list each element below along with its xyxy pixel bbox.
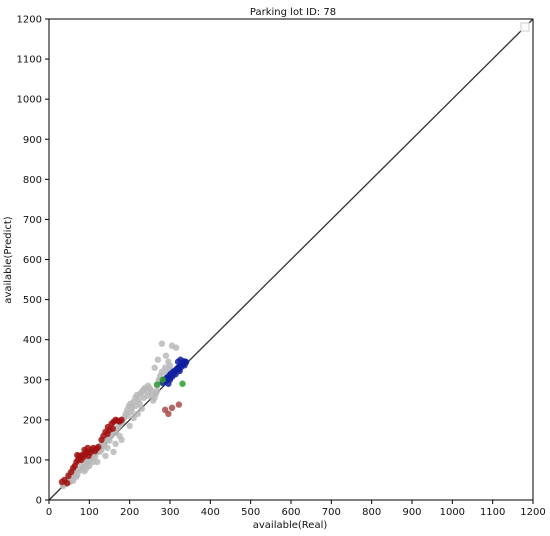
chart-title: Parking lot ID: 78 (250, 7, 336, 18)
data-point (166, 362, 174, 369)
y-tick-label: 500 (23, 295, 42, 306)
y-tick-label: 900 (23, 135, 42, 146)
data-point (175, 401, 183, 408)
data-point (154, 356, 162, 363)
data-point (159, 376, 166, 383)
y-tick-label: 200 (23, 415, 42, 426)
data-point (176, 367, 183, 375)
x-tick-label: 400 (201, 507, 220, 518)
x-tick-label: 900 (402, 507, 421, 518)
data-point (78, 456, 85, 464)
x-tick-label: 700 (322, 507, 341, 518)
x-tick-label: 500 (241, 507, 260, 518)
data-point (144, 392, 152, 399)
data-point (148, 387, 156, 395)
y-tick-label: 1200 (17, 15, 42, 26)
x-tick-label: 1200 (520, 507, 545, 518)
data-point (95, 443, 102, 451)
x-axis-label: available(Real) (253, 520, 328, 531)
data-point (116, 432, 123, 440)
data-point (165, 410, 172, 418)
y-tick-label: 1000 (17, 95, 42, 106)
x-tick-label: 300 (160, 507, 179, 518)
legend-marker (520, 22, 530, 32)
x-tick-label: 1100 (480, 507, 505, 518)
data-point (128, 408, 135, 416)
data-point (109, 425, 116, 432)
y-tick-label: 100 (23, 455, 42, 466)
data-point (136, 400, 143, 407)
data-point (118, 416, 125, 424)
data-point (168, 404, 176, 412)
data-point (63, 479, 71, 487)
data-point (162, 352, 170, 359)
data-point (124, 412, 131, 420)
data-point (126, 422, 133, 430)
data-point (74, 451, 81, 459)
data-point (165, 380, 172, 387)
data-point (151, 364, 158, 371)
data-point (106, 437, 113, 444)
data-point (161, 364, 169, 371)
y-tick-label: 600 (23, 255, 42, 266)
x-tick-label: 0 (46, 507, 52, 518)
data-point (153, 381, 161, 388)
data-point (110, 448, 117, 456)
y-tick-label: 400 (23, 335, 42, 346)
identity-line (48, 18, 534, 501)
data-point (130, 414, 137, 422)
data-point (73, 473, 80, 480)
data-point (104, 444, 111, 452)
y-tick-label: 300 (23, 375, 42, 386)
x-tick-label: 600 (281, 507, 300, 518)
data-point (138, 405, 145, 412)
data-point (90, 458, 97, 466)
data-point (84, 444, 91, 452)
data-point (112, 440, 119, 448)
data-point (179, 380, 186, 387)
y-tick-label: 800 (23, 175, 42, 186)
y-tick-label: 1100 (17, 55, 42, 66)
data-point (104, 423, 112, 431)
y-axis-label: available(Predict) (3, 216, 14, 303)
x-tick-label: 1000 (440, 507, 465, 518)
y-tick-label: 0 (36, 496, 42, 507)
data-point (182, 358, 190, 366)
x-tick-label: 800 (362, 507, 381, 518)
x-tick-label: 100 (80, 507, 99, 518)
data-point (82, 465, 90, 472)
data-point (153, 387, 161, 395)
x-tick-label: 200 (120, 507, 139, 518)
y-tick-label: 700 (23, 215, 42, 226)
data-point (134, 410, 141, 418)
data-point (172, 344, 180, 351)
data-point (102, 452, 109, 460)
data-point (158, 340, 166, 347)
